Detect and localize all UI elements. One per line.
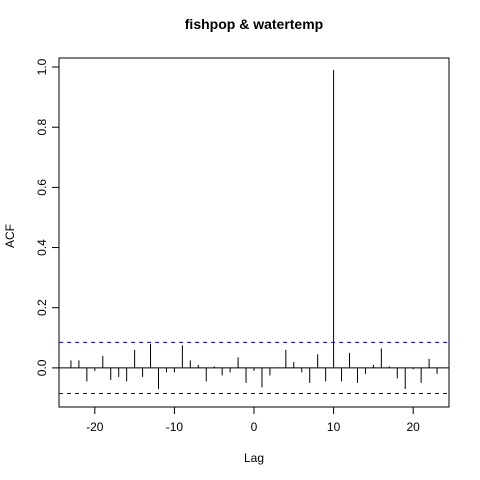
y-tick-label: 0.8	[35, 119, 49, 136]
x-tick-label: 10	[327, 420, 341, 434]
x-tick-label: -20	[86, 420, 104, 434]
plot-frame	[59, 58, 449, 407]
y-tick-label: 0.2	[35, 299, 49, 316]
x-tick-label: 20	[407, 420, 421, 434]
x-tick-label: 0	[251, 420, 258, 434]
y-tick-label: 0.0	[35, 359, 49, 376]
x-axis: -20 -10 0 10 20	[86, 407, 420, 434]
chart-title: fishpop & watertemp	[185, 16, 323, 32]
y-tick-label: 0.4	[35, 239, 49, 256]
y-axis: 0.0 0.2 0.4 0.6 0.8 1.0	[35, 58, 59, 376]
x-tick-label: -10	[166, 420, 184, 434]
y-axis-label: ACF	[3, 224, 17, 248]
x-axis-label: Lag	[244, 451, 264, 465]
acf-bars	[71, 70, 437, 389]
y-tick-label: 1.0	[35, 58, 49, 75]
y-tick-label: 0.6	[35, 179, 49, 196]
